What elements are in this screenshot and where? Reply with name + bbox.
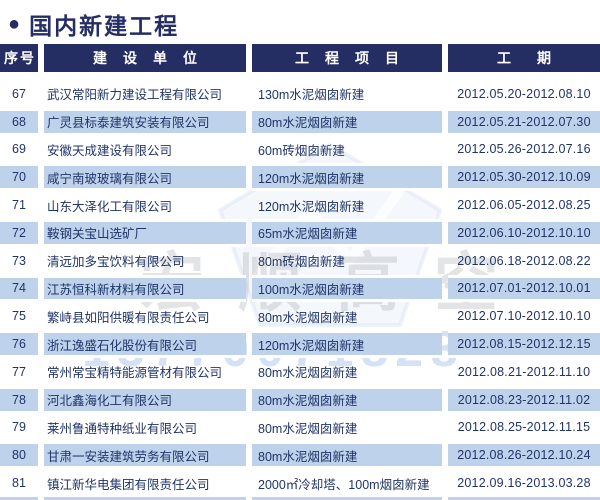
header-label-company: 建设单位 [93, 50, 213, 66]
cell-project: 65m水泥烟囱新建 [252, 218, 442, 247]
cell-no: 77 [12, 364, 26, 379]
cell-no: 68 [0, 107, 38, 136]
cell-company: 浙江逸盛石化股份有限公司 [44, 330, 246, 358]
table-row: 70 咸宁南玻玻璃有限公司 120m水泥烟囱新建 2012.05.30-2012… [0, 163, 600, 192]
cell-no: 70 [0, 163, 38, 192]
bottom-partial-row [0, 497, 600, 500]
cell-period: 2012.08.25-2012.11.15 [457, 420, 591, 435]
cell-project: 100m水泥烟囱新建 [252, 274, 442, 303]
cell-project: 80m水泥烟囱新建 [258, 310, 358, 325]
cell-project: 80m砖烟囱新建 [258, 255, 345, 270]
cell-company: 鞍钢关宝山选矿厂 [44, 218, 246, 247]
table-row: 76 浙江逸盛石化股份有限公司 120m水泥烟囱新建 2012.08.15-20… [0, 330, 600, 358]
cell-no: 74 [0, 274, 38, 303]
header-cell-period: 工期 [448, 44, 600, 72]
cell-period: 2012.07.10-2012.10.10 [457, 309, 591, 324]
cell-period: 2012.05.30-2012.10.09 [448, 163, 600, 192]
table-row: 81 镇江新华电集团有限责任公司 2000㎡冷却塔、100m烟囱新建 2012.… [0, 469, 600, 497]
cell-period: 2012.06.10-2012.10.10 [448, 218, 600, 247]
header-label-period: 工期 [497, 50, 577, 66]
bottom-partial-cell [252, 497, 442, 500]
header-cell-company: 建设单位 [44, 44, 246, 72]
cell-period: 2012.06.18-2012.08.22 [457, 253, 591, 268]
cell-no: 67 [12, 86, 26, 101]
cell-company: 甘肃一安装建筑劳务有限公司 [44, 441, 246, 470]
header-cell-project: 工程项目 [252, 44, 442, 72]
table-row: 71 山东大泽化工有限公司 120m水泥烟囱新建 2012.06.05-2012… [0, 191, 600, 219]
cell-no: 78 [0, 385, 38, 414]
title-bullet-icon: ● [8, 13, 21, 35]
cell-no: 79 [12, 420, 26, 435]
cell-project: 2000㎡冷却塔、100m烟囱新建 [258, 477, 430, 492]
table-row: 75 繁峙县如阳供暖有限责任公司 80m水泥烟囱新建 2012.07.10-20… [0, 302, 600, 330]
cell-company: 常州常宝精特能源管材有限公司 [47, 366, 223, 381]
header-cell-no: 序号 [0, 44, 38, 72]
cell-no: 80 [0, 441, 38, 470]
cell-period: 2012.09.16-2013.03.28 [457, 476, 591, 491]
table-row: 79 莱州鲁通特种纸业有限公司 80m水泥烟囱新建 2012.08.25-201… [0, 414, 600, 442]
header-label-project: 工程项目 [295, 50, 415, 66]
cell-company: 河北鑫海化工有限公司 [44, 385, 246, 414]
cell-project: 80m水泥烟囱新建 [252, 107, 442, 136]
cell-company: 江苏恒科新材料有限公司 [44, 274, 246, 303]
cell-project: 60m砖烟囱新建 [258, 143, 345, 158]
header-label-no: 序号 [4, 50, 36, 66]
section-title-bar: ● 国内新建工程 [8, 7, 179, 41]
cell-project: 120m水泥烟囱新建 [252, 330, 442, 358]
cell-no: 73 [12, 253, 26, 268]
cell-period: 2012.08.26-2012.10.24 [448, 441, 600, 470]
cell-company: 安徽天成建设有限公司 [47, 143, 173, 158]
cell-project: 130m水泥烟囱新建 [258, 88, 365, 103]
cell-company: 广灵县标泰建筑安装有限公司 [44, 107, 246, 136]
bottom-partial-cell [44, 497, 246, 500]
cell-period: 2012.05.21-2012.07.30 [448, 107, 600, 136]
cell-period: 2012.07.01-2012.10.01 [448, 274, 600, 303]
cell-company: 繁峙县如阳供暖有限责任公司 [47, 310, 210, 325]
cell-no: 71 [12, 198, 26, 213]
table-row: 80 甘肃一安装建筑劳务有限公司 80m水泥烟囱新建 2012.08.26-20… [0, 441, 600, 470]
cell-period: 2012.05.26-2012.07.16 [457, 142, 591, 157]
cell-project: 80m水泥烟囱新建 [252, 441, 442, 470]
cell-no: 76 [0, 330, 38, 358]
cell-no: 69 [12, 142, 26, 157]
table-row: 69 安徽天成建设有限公司 60m砖烟囱新建 2012.05.26-2012.0… [0, 136, 600, 164]
table-row: 78 河北鑫海化工有限公司 80m水泥烟囱新建 2012.08.23-2012.… [0, 385, 600, 414]
cell-company: 镇江新华电集团有限责任公司 [47, 477, 210, 492]
bottom-partial-cell [448, 497, 600, 500]
cell-no: 72 [0, 218, 38, 247]
cell-period: 2012.08.23-2012.11.02 [448, 385, 600, 414]
cell-company: 武汉常阳新力建设工程有限公司 [47, 88, 223, 103]
cell-period: 2012.05.20-2012.08.10 [457, 86, 591, 101]
table-row: 68 广灵县标泰建筑安装有限公司 80m水泥烟囱新建 2012.05.21-20… [0, 107, 600, 136]
cell-period: 2012.06.05-2012.08.25 [457, 198, 591, 213]
cell-company: 咸宁南玻玻璃有限公司 [44, 163, 246, 192]
cell-no: 75 [12, 309, 26, 324]
cell-period: 2012.08.15-2012.12.15 [448, 330, 600, 358]
table-row: 72 鞍钢关宝山选矿厂 65m水泥烟囱新建 2012.06.10-2012.10… [0, 218, 600, 247]
cell-project: 80m水泥烟囱新建 [252, 385, 442, 414]
cell-company: 山东大泽化工有限公司 [47, 199, 173, 214]
cell-company: 莱州鲁通特种纸业有限公司 [47, 421, 198, 436]
cell-project: 120m水泥烟囱新建 [252, 163, 442, 192]
cell-project: 80m水泥烟囱新建 [258, 421, 358, 436]
cell-no: 81 [12, 476, 26, 491]
table-row: 73 清远加多宝饮料有限公司 80m砖烟囱新建 2012.06.18-2012.… [0, 247, 600, 275]
cell-period: 2012.08.21-2012.11.10 [457, 364, 591, 379]
cell-project: 120m水泥烟囱新建 [258, 199, 365, 214]
table-body: 67 武汉常阳新力建设工程有限公司 130m水泥烟囱新建 2012.05.20-… [0, 80, 600, 497]
cell-company: 清远加多宝饮料有限公司 [47, 255, 185, 270]
table-row: 77 常州常宝精特能源管材有限公司 80m水泥烟囱新建 2012.08.21-2… [0, 358, 600, 386]
bottom-partial-cell [0, 497, 38, 500]
table-row: 67 武汉常阳新力建设工程有限公司 130m水泥烟囱新建 2012.05.20-… [0, 80, 600, 108]
page-title: 国内新建工程 [29, 13, 180, 39]
cell-project: 80m水泥烟囱新建 [258, 366, 358, 381]
table-row: 74 江苏恒科新材料有限公司 100m水泥烟囱新建 2012.07.01-201… [0, 274, 600, 303]
table-header: 序号 建设单位 工程项目 工期 [0, 44, 600, 72]
